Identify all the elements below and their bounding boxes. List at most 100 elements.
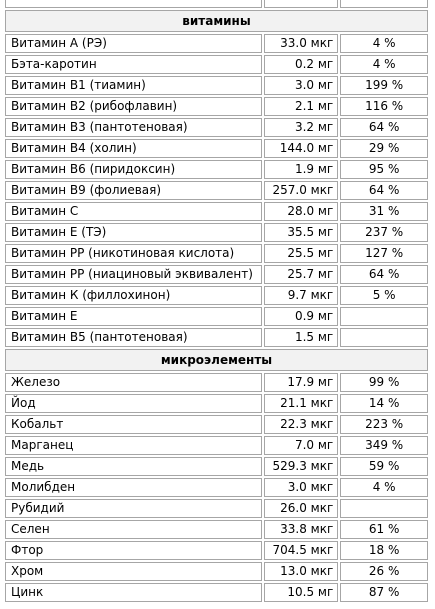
table-row: Кобальт 22.3 мкг 223 % [5,415,428,434]
amount-cell: 26.0 мкг [263,499,339,518]
amount-cell: 3.2 мг [263,118,339,137]
section-title: микроэлементы [5,349,428,371]
daily-percent-cell: 223 % [340,415,428,434]
top-stub-cell [5,0,262,8]
table-row: Медь 529.3 мкг 59 % [5,457,428,476]
nutrient-name-cell: Цинк [5,583,262,602]
table-row: Цинк 10.5 мг 87 % [5,583,428,602]
nutrient-name-cell: Витамин А (РЭ) [5,34,262,53]
table-row: Витамин А (РЭ) 33.0 мкг 4 % [5,34,428,53]
daily-percent-cell: 4 % [340,34,428,53]
table-row: Марганец 7.0 мг 349 % [5,436,428,455]
nutrient-name-cell: Медь [5,457,262,476]
amount-cell: 33.0 мкг [263,34,339,53]
nutrient-name-cell: Железо [5,373,262,392]
nutrient-name-cell: Витамин К (филлохинон) [5,286,262,305]
nutrient-name-cell: Витамин В5 (пантотеновая) [5,328,262,347]
amount-cell: 1.5 мг [263,328,339,347]
table-row: Бэта-каротин 0.2 мг 4 % [5,55,428,74]
daily-percent-cell: 99 % [340,373,428,392]
daily-percent-cell: 64 % [340,118,428,137]
nutrient-name-cell: Фтор [5,541,262,560]
amount-cell: 0.9 мг [263,307,339,326]
daily-percent-cell: 18 % [340,541,428,560]
table-row: Витамин В5 (пантотеновая) 1.5 мг [5,328,428,347]
nutrient-name-cell: Витамин В2 (рибофлавин) [5,97,262,116]
nutrient-name-cell: Йод [5,394,262,413]
table-row: Витамин В9 (фолиевая) 257.0 мкг 64 % [5,181,428,200]
table-row: Селен 33.8 мкг 61 % [5,520,428,539]
daily-percent-cell: 87 % [340,583,428,602]
amount-cell: 9.7 мкг [263,286,339,305]
table-row: Молибден 3.0 мкг 4 % [5,478,428,497]
nutrient-name-cell: Селен [5,520,262,539]
daily-percent-cell: 29 % [340,139,428,158]
daily-percent-cell: 59 % [340,457,428,476]
amount-cell: 25.5 мг [263,244,339,263]
daily-percent-cell: 116 % [340,97,428,116]
table-row: Витамин В2 (рибофлавин) 2.1 мг 116 % [5,97,428,116]
amount-cell: 33.8 мкг [263,520,339,539]
table-row: Витамин С 28.0 мг 31 % [5,202,428,221]
daily-percent-cell: 237 % [340,223,428,242]
nutrient-name-cell: Витамин В9 (фолиевая) [5,181,262,200]
nutrient-name-cell: Марганец [5,436,262,455]
table-row: Витамин В6 (пиридоксин) 1.9 мг 95 % [5,160,428,179]
daily-percent-cell: 127 % [340,244,428,263]
daily-percent-cell: 61 % [340,520,428,539]
daily-percent-cell [340,328,428,347]
table-row: Йод 21.1 мкг 14 % [5,394,428,413]
nutrient-name-cell: Витамин В1 (тиамин) [5,76,262,95]
daily-percent-cell [340,499,428,518]
section-header-row: микроэлементы [5,349,428,371]
nutrient-name-cell: Молибден [5,478,262,497]
section-title: витамины [5,10,428,32]
daily-percent-cell: 64 % [340,181,428,200]
table-row: Витамин РР (ниациновый эквивалент) 25.7 м… [5,265,428,284]
nutrient-name-cell: Рубидий [5,499,262,518]
table-row: Витамин В4 (холин) 144.0 мг 29 % [5,139,428,158]
table-row: Фтор 704.5 мкг 18 % [5,541,428,560]
nutrient-name-cell: Витамин В4 (холин) [5,139,262,158]
table-row: Рубидий 26.0 мкг [5,499,428,518]
daily-percent-cell: 4 % [340,55,428,74]
amount-cell: 25.7 мг [263,265,339,284]
amount-cell: 7.0 мг [263,436,339,455]
amount-cell: 35.5 мг [263,223,339,242]
table-row: Витамин РР (никотиновая кислота) 25.5 мг 1… [5,244,428,263]
amount-cell: 1.9 мг [263,160,339,179]
amount-cell: 28.0 мг [263,202,339,221]
nutrient-name-cell: Витамин С [5,202,262,221]
table-row: Витамин В1 (тиамин) 3.0 мг 199 % [5,76,428,95]
amount-cell: 704.5 мкг [263,541,339,560]
table-row: Витамин Е (ТЭ) 35.5 мг 237 % [5,223,428,242]
daily-percent-cell: 349 % [340,436,428,455]
nutrient-name-cell: Витамин Е (ТЭ) [5,223,262,242]
amount-cell: 0.2 мг [263,55,339,74]
daily-percent-cell [340,307,428,326]
daily-percent-cell: 95 % [340,160,428,179]
daily-percent-cell: 14 % [340,394,428,413]
table-row: Железо 17.9 мг 99 % [5,373,428,392]
nutrient-name-cell: Кобальт [5,415,262,434]
table-row: Хром 13.0 мкг 26 % [5,562,428,581]
amount-cell: 3.0 мг [263,76,339,95]
amount-cell: 257.0 мкг [263,181,339,200]
nutrient-name-cell: Бэта-каротин [5,55,262,74]
daily-percent-cell: 26 % [340,562,428,581]
daily-percent-cell: 64 % [340,265,428,284]
daily-percent-cell: 4 % [340,478,428,497]
top-stub-cell [263,0,339,8]
daily-percent-cell: 5 % [340,286,428,305]
table-row: Витамин Е 0.9 мг [5,307,428,326]
amount-cell: 22.3 мкг [263,415,339,434]
daily-percent-cell: 199 % [340,76,428,95]
nutrient-name-cell: Витамин Е [5,307,262,326]
amount-cell: 13.0 мкг [263,562,339,581]
nutrition-table-body: витамины Витамин А (РЭ) 33.0 мкг 4 % Бэта-ка… [5,0,428,602]
daily-percent-cell: 31 % [340,202,428,221]
nutrient-name-cell: Витамин В6 (пиридоксин) [5,160,262,179]
amount-cell: 3.0 мкг [263,478,339,497]
amount-cell: 10.5 мг [263,583,339,602]
amount-cell: 17.9 мг [263,373,339,392]
